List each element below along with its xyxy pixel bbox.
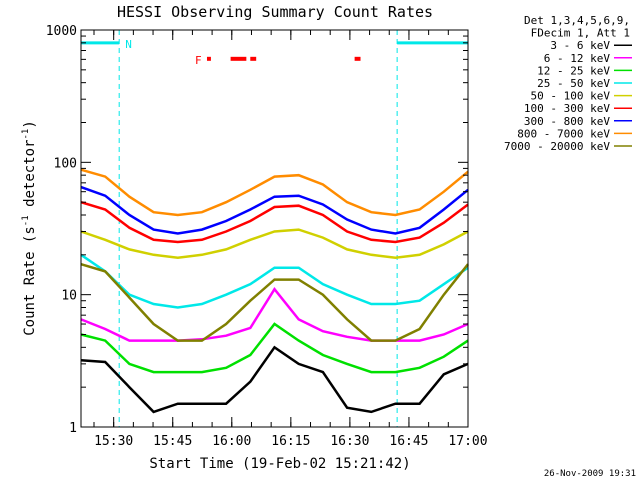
axes: 1 10 100 1000 15:30 15:45 16:00 16:15 16:30 16:45… xyxy=(46,24,488,449)
legend-entry-label: 7000 - 20000 keV xyxy=(504,140,610,153)
y-tick-label: 100 xyxy=(54,156,77,171)
y-axis-label-mid: detector xyxy=(22,140,38,216)
series-line-1 xyxy=(80,287,469,342)
legend-entry-label: 12 - 25 keV xyxy=(537,64,610,77)
y-axis-label-main: Count Rate (s xyxy=(22,226,38,336)
x-tick-label: 17:00 xyxy=(448,434,487,449)
y-axis-label: Count Rate (s-1 detector-1) xyxy=(21,120,38,336)
legend-entry-label: 25 - 50 keV xyxy=(537,77,610,90)
x-tick-label: 16:15 xyxy=(271,434,310,449)
y-axis-label-sup-2: -1 xyxy=(21,129,31,140)
legend-entry-label: 3 - 6 keV xyxy=(550,39,610,52)
plot-frame xyxy=(80,29,469,428)
x-tick-label: 15:45 xyxy=(153,434,192,449)
plot-area: NF xyxy=(80,30,469,427)
series-line-6 xyxy=(80,185,469,235)
series-line-5 xyxy=(80,201,469,244)
series-line-7 xyxy=(80,168,469,217)
y-tick-label: 1000 xyxy=(46,24,77,39)
legend-entry-label: 100 - 300 keV xyxy=(524,102,610,115)
chart-title: HESSI Observing Summary Count Rates xyxy=(117,3,433,21)
series-line-4 xyxy=(80,228,469,260)
y-axis-label-sup-1: -1 xyxy=(21,215,31,226)
series-line-8 xyxy=(80,263,469,342)
flare-label: F xyxy=(195,54,202,67)
legend-header-line: Det 1,3,4,5,6,9, xyxy=(524,14,630,27)
y-tick-label: 10 xyxy=(61,289,77,304)
legend: Det 1,3,4,5,6,9,FDecim 1, Att 13 - 6 keV… xyxy=(504,14,632,153)
night-label: N xyxy=(125,38,132,51)
series-line-0 xyxy=(80,345,469,414)
y-axis-label-end: ) xyxy=(22,120,38,128)
legend-entry-label: 50 - 100 keV xyxy=(531,90,611,103)
x-axis-label: Start Time (19-Feb-02 15:21:42) xyxy=(149,456,410,472)
x-tick-label: 15:30 xyxy=(94,434,133,449)
y-tick-label: 1 xyxy=(69,421,77,436)
legend-header-line: FDecim 1, Att 1 xyxy=(531,27,630,40)
legend-entry-label: 300 - 800 keV xyxy=(524,115,610,128)
x-tick-label: 16:30 xyxy=(330,434,369,449)
series-line-3 xyxy=(80,253,469,309)
legend-entry-label: 6 - 12 keV xyxy=(544,52,611,65)
x-tick-label: 16:00 xyxy=(212,434,251,449)
footer-date: 26-Nov-2009 19:31 xyxy=(544,469,636,479)
x-tick-label: 16:45 xyxy=(389,434,428,449)
series-line-2 xyxy=(80,322,469,374)
legend-entry-label: 800 - 7000 keV xyxy=(517,127,610,140)
